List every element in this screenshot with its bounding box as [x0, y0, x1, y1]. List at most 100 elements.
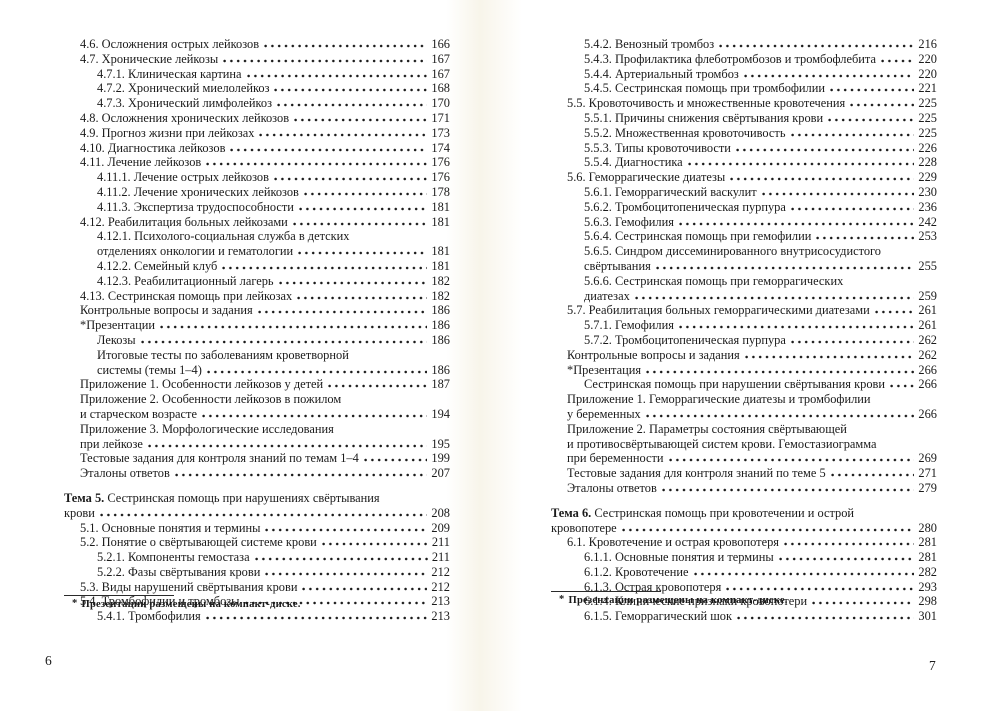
toc-entry-text: 5.3. Виды нарушений свёртывания крови	[80, 579, 298, 594]
toc-page-ref: 229	[918, 170, 937, 185]
toc-entry-text: 5.4.3. Профилактика флеботромбозов и тро…	[584, 51, 876, 66]
toc-entry: 5.6.1. Геморрагический васкулит 230	[551, 185, 937, 200]
toc-entry: Тема 6. Сестринская помощь при кровотече…	[551, 506, 937, 521]
left-page: 4.6. Осложнения острых лейкозов 166 4.7. Х…	[64, 37, 450, 624]
dot-leader	[693, 571, 915, 576]
toc-entry: 5.4.5. Сестринская помощь при тромбофили…	[551, 81, 937, 96]
toc-page-ref: 213	[431, 609, 450, 624]
dot-leader	[790, 132, 915, 137]
toc-page-ref: 269	[918, 451, 937, 466]
toc-page-ref: 186	[431, 303, 450, 318]
dot-leader	[273, 177, 428, 182]
toc-entry-text: 5.6.4. Сестринская помощь при гемофилии	[584, 229, 812, 244]
toc-entry: *Презентации 186	[64, 318, 450, 333]
toc-page-ref: 255	[918, 258, 937, 273]
dot-leader	[264, 44, 428, 48]
toc-entry-text: 4.7. Хронические лейкозы	[80, 51, 219, 66]
toc-entry: 5.4.2. Венозный тромбоз 216	[551, 37, 937, 52]
toc-entry: 5.1. Основные понятия и термины 209	[64, 521, 450, 536]
toc-entry-text: 5.6.6. Сестринская помощь при геморрагич…	[584, 273, 844, 288]
toc-page-ref: 186	[431, 332, 450, 347]
toc-page-ref: 195	[431, 436, 450, 451]
toc-entry-text: *Презентации	[80, 318, 155, 333]
dot-leader	[259, 132, 428, 137]
toc-page-ref: 186	[431, 318, 450, 333]
toc-page-ref: 282	[918, 564, 937, 579]
dot-leader	[744, 354, 915, 359]
toc-entry-text: Сестринская помощь при кровотечении и ос…	[594, 505, 855, 520]
toc-page-ref: 266	[918, 362, 937, 377]
dot-leader	[621, 527, 915, 532]
toc-entry-text: 5.4.4. Артериальный тромбоз	[584, 66, 739, 81]
toc-page-ref: 259	[918, 288, 937, 303]
toc-page-ref: 199	[431, 451, 450, 466]
toc-entry: 5.6. Геморрагические диатезы 229	[551, 170, 937, 185]
dot-leader	[668, 458, 915, 463]
dot-leader	[778, 557, 915, 562]
toc-entry: Контрольные вопросы и задания 186	[64, 303, 450, 318]
toc-entry: диатезах 259	[551, 289, 937, 304]
toc-entry-text: 5.2.1. Компоненты гемостаза	[97, 550, 250, 565]
toc-entry: 6.1. Кровотечение и острая кровопотеря 28…	[551, 535, 937, 550]
toc-page-ref: 212	[431, 579, 450, 594]
dot-leader	[246, 73, 428, 78]
toc-entry: Приложение 1. Геморрагические диатезы и …	[551, 392, 937, 407]
toc-entry-text: 4.13. Сестринская помощь при лейкозах	[80, 288, 293, 303]
toc-page-ref: 271	[918, 466, 937, 481]
dot-leader	[201, 413, 428, 418]
toc-page-ref: 221	[918, 81, 937, 96]
dot-leader	[244, 601, 428, 606]
dot-leader	[737, 616, 915, 621]
toc-entry-text: у беременных	[567, 406, 641, 421]
toc-entry: 4.13. Сестринская помощь при лейкозах 182	[64, 289, 450, 304]
toc-entry: 5.2. Понятие о свёртывающей системе кров…	[64, 535, 450, 550]
toc-page-ref: 167	[431, 66, 450, 81]
toc-entry-text: 6.1.3. Острая кровопотеря	[584, 579, 722, 594]
dot-leader	[743, 73, 915, 78]
footnote-text: Презентации размещены на компакт-диске.	[81, 599, 301, 610]
dot-leader	[830, 473, 915, 478]
toc-page-ref: 166	[431, 37, 450, 51]
toc-entry-text: при беременности	[567, 451, 664, 466]
toc-entry-text: 5.4.1. Тромбофилия	[97, 609, 201, 624]
toc-entry-text: 4.12.2. Семейный клуб	[97, 258, 218, 273]
toc-entry-text: 5.6.1. Геморрагический васкулит	[584, 184, 757, 199]
dot-leader	[298, 251, 428, 256]
toc-entry: и старческом возрасте 194	[64, 407, 450, 422]
toc-entry-text: 6.1.2. Кровотечение	[584, 564, 689, 579]
dot-leader	[206, 369, 428, 374]
toc-page-ref: 167	[431, 51, 450, 66]
toc-entry: 6.1.1. Основные понятия и термины 281	[551, 550, 937, 565]
toc-entry: 4.9. Прогноз жизни при лейкозах 173	[64, 126, 450, 141]
dot-leader	[298, 206, 428, 211]
dot-leader	[634, 295, 915, 300]
toc-page-ref: 176	[431, 155, 450, 170]
toc-page-ref: 226	[918, 140, 937, 155]
toc-entry: 4.7.1. Клиническая картина 167	[64, 67, 450, 82]
toc-page-ref: 293	[918, 579, 937, 594]
toc-entry-text: 4.7.3. Хронический лимфолейкоз	[97, 96, 273, 111]
dot-leader	[321, 542, 428, 547]
dot-leader	[363, 458, 428, 463]
dot-leader	[302, 586, 428, 591]
toc-entry: 4.12. Реабилитация больных лейкозами 181	[64, 215, 450, 230]
toc-page-ref: 208	[431, 505, 450, 520]
toc-entry: системы (темы 1–4) 186	[64, 363, 450, 378]
toc-entry-text: системы (темы 1–4)	[97, 362, 202, 377]
toc-entry-text: 5.1. Основные понятия и термины	[80, 520, 261, 535]
toc-entry: Итоговые тесты по заболеваниям кроветвор…	[64, 348, 450, 363]
toc-entry-text: 4.11.2. Лечение хронических лейкозов	[97, 184, 299, 199]
dot-leader	[294, 117, 428, 122]
toc-entry-text: 4.6. Осложнения острых лейкозов	[80, 37, 260, 51]
toc-entry-text: Эталоны ответов	[80, 466, 170, 481]
toc-entry: Приложение 1. Особенности лейкозов у дет…	[64, 377, 450, 392]
toc-entry: 5.7. Реабилитация больных геморрагически…	[551, 303, 937, 318]
toc-page-ref: 220	[918, 51, 937, 66]
toc-page-ref: 230	[918, 184, 937, 199]
dot-leader	[726, 586, 915, 591]
dot-leader	[99, 512, 428, 517]
toc-entry-text: *Презентация	[567, 362, 642, 377]
dot-leader	[828, 117, 915, 122]
toc-entry-text: 4.8. Осложнения хронических лейкозов	[80, 110, 290, 125]
toc-entry-text: Приложение 1. Геморрагические диатезы и …	[567, 392, 871, 407]
